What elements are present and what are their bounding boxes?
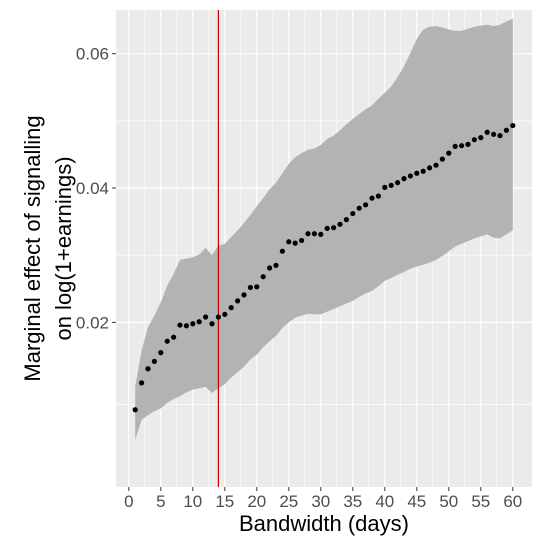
estimate-point — [363, 202, 369, 208]
estimate-point — [503, 127, 509, 133]
estimate-point — [439, 156, 445, 162]
estimate-point — [228, 305, 234, 311]
x-tick-label: 55 — [471, 492, 490, 511]
estimate-point — [260, 274, 266, 280]
confidence-band — [135, 18, 513, 440]
estimate-point — [158, 350, 164, 356]
estimate-point — [241, 292, 247, 298]
x-tick-label: 5 — [156, 492, 165, 511]
x-tick-label: 40 — [375, 492, 394, 511]
estimate-point — [497, 133, 503, 139]
estimate-point — [427, 165, 433, 171]
x-axis: 0 5 10 15 20 25 30 35 40 45 50 55 60 — [124, 487, 522, 511]
estimate-point — [369, 195, 375, 201]
estimate-point — [196, 319, 202, 325]
estimate-point — [337, 221, 343, 227]
estimate-point — [299, 237, 305, 244]
estimate-point — [510, 122, 516, 129]
x-tick-label: 20 — [247, 492, 266, 511]
y-axis-title: Marginal effect of signalling on log(1+e… — [20, 115, 76, 381]
x-tick-label: 25 — [279, 492, 298, 511]
estimate-point — [388, 182, 394, 188]
estimate-point — [356, 205, 362, 211]
estimate-point — [420, 168, 426, 174]
estimate-point — [318, 231, 324, 237]
x-tick-label: 50 — [439, 492, 458, 511]
estimate-point — [446, 150, 452, 156]
estimate-point — [164, 338, 170, 344]
x-axis-title: Bandwidth (days) — [239, 511, 409, 536]
estimate-point — [279, 248, 285, 254]
x-tick-label: 30 — [311, 492, 330, 511]
estimate-point — [267, 265, 273, 271]
estimate-point — [139, 380, 145, 386]
y-tick-label: 0.02 — [76, 313, 109, 332]
estimate-point — [286, 239, 292, 245]
estimate-point — [247, 284, 253, 291]
estimate-point — [305, 231, 311, 237]
x-tick-label: 60 — [503, 492, 522, 511]
estimate-point — [484, 129, 490, 135]
estimate-point — [401, 176, 407, 182]
estimate-point — [465, 141, 471, 147]
estimate-point — [491, 131, 497, 137]
estimate-point — [254, 284, 260, 290]
x-tick-label: 15 — [215, 492, 234, 511]
estimate-point — [395, 180, 401, 186]
estimate-point — [311, 231, 317, 237]
estimate-point — [478, 135, 484, 141]
estimate-point — [292, 240, 298, 246]
x-tick-label: 35 — [343, 492, 362, 511]
estimate-point — [171, 334, 177, 340]
estimate-point — [433, 162, 439, 168]
y-axis-title-line-2: on log(1+earnings) — [51, 156, 76, 340]
estimate-point — [324, 225, 330, 231]
estimate-point — [350, 210, 356, 217]
estimate-point — [407, 173, 413, 179]
estimate-point — [183, 323, 189, 329]
y-axis-title-line-1: Marginal effect of signalling — [20, 115, 45, 381]
y-tick-label: 0.06 — [76, 45, 109, 64]
estimate-point — [471, 137, 477, 143]
estimate-point — [414, 170, 420, 176]
estimate-point — [145, 366, 151, 372]
x-tick-label: 45 — [407, 492, 426, 511]
estimate-point — [331, 225, 337, 231]
estimate-point — [452, 143, 458, 149]
y-tick-label: 0.04 — [76, 179, 109, 198]
estimate-point — [343, 217, 349, 223]
estimate-point — [382, 184, 388, 190]
estimate-point — [375, 193, 381, 199]
estimate-point — [459, 143, 465, 149]
estimate-point — [132, 407, 138, 413]
estimate-point — [209, 321, 215, 327]
estimate-point — [222, 311, 228, 317]
estimate-point — [177, 322, 183, 328]
x-tick-label: 0 — [124, 492, 133, 511]
y-axis: 0.02 0.04 0.06 — [76, 45, 116, 332]
estimate-point — [273, 262, 279, 268]
estimate-point — [190, 321, 196, 327]
estimate-points — [132, 122, 516, 413]
x-tick-label: 10 — [183, 492, 202, 511]
estimate-point — [203, 314, 209, 320]
estimate-point — [151, 358, 157, 364]
estimate-point — [235, 298, 241, 304]
estimate-point — [215, 314, 221, 320]
